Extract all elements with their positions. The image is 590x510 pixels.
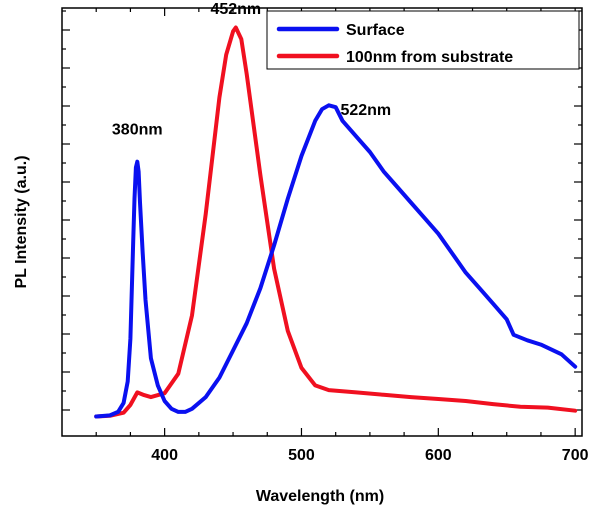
x-axis-label: Wavelength (nm) xyxy=(256,488,384,505)
legend-label-substrate: 100nm from substrate xyxy=(346,49,513,66)
x-tick-label: 500 xyxy=(288,447,315,464)
series-line-surface xyxy=(94,103,578,419)
x-tick-label: 600 xyxy=(425,447,452,464)
legend: Surface 100nm from substrate xyxy=(266,10,580,70)
legend-box xyxy=(266,10,580,70)
x-tick-label: 700 xyxy=(562,447,589,464)
peak-annotation: 380nm xyxy=(112,121,163,138)
plot-area-frame xyxy=(61,7,583,437)
x-tick-label: 400 xyxy=(151,447,178,464)
y-axis-label: PL Intensity (a.u.) xyxy=(13,155,30,288)
series-line-substrate xyxy=(94,25,578,419)
peak-annotation: 452nm xyxy=(210,1,261,18)
legend-label-surface: Surface xyxy=(346,22,405,39)
peak-annotation: 522nm xyxy=(340,102,391,119)
